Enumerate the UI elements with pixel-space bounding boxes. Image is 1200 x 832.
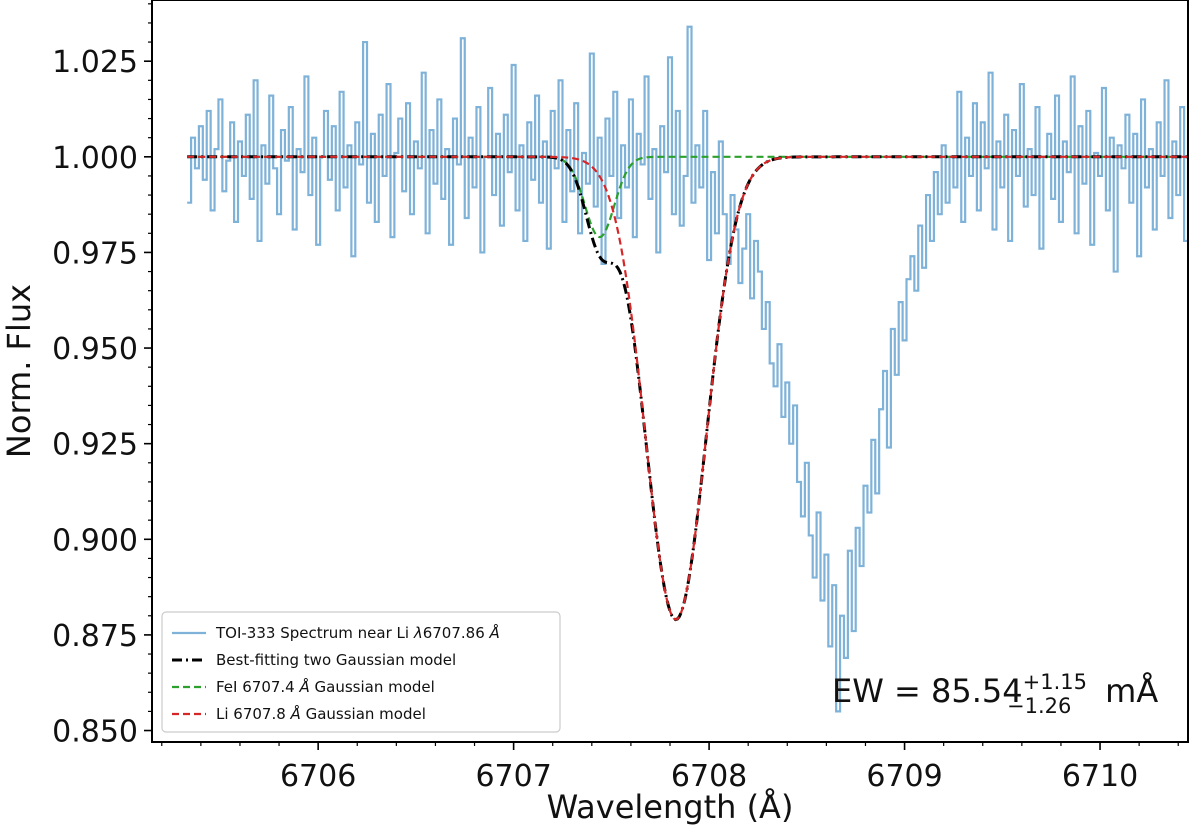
y-tick-label: 0.925 [52,428,138,463]
legend-spectrum-label: TOI-333 Spectrum near Li λ6707.86 Å [215,623,500,642]
y-tick-label: 0.950 [52,332,138,367]
ew-lower-error: −1.26 [1007,694,1071,718]
legend-box [161,611,561,733]
x-tick-label: 6706 [280,759,356,794]
y-tick-label: 0.900 [52,523,138,558]
y-axis-label: Norm. Flux [0,284,38,458]
y-tick-label: 0.875 [52,619,138,654]
y-tick-label: 1.025 [52,45,138,80]
legend-fei-label: FeI 6707.4 Å Gaussian model [216,677,435,696]
legend: TOI-333 Spectrum near Li λ6707.86 Å Best-… [161,611,561,733]
x-tick-label: 6710 [1062,759,1138,794]
legend-two-gaussian-label: Best-fitting two Gaussian model [216,651,456,669]
x-tick-label: 6707 [475,759,551,794]
spectrum-line [187,25,1188,713]
legend-li-label: Li 6707.8 Å Gaussian model [216,704,426,723]
y-axis: 0.850 0.875 0.900 0.925 0.950 0.975 1.000 1.025 [52,3,152,750]
li-gaussian-line [187,155,1188,621]
y-tick-label: 0.850 [52,715,138,750]
y-tick-label: 0.975 [52,236,138,271]
x-axis-label: Wavelength (Å) [547,788,794,826]
series-layer [187,25,1188,713]
ew-value: EW = 85.54+1.15 mÅ [832,670,1158,710]
ew-annotation: EW = 85.54+1.15 mÅ−1.26 [832,670,1158,718]
x-tick-label: 6708 [671,759,747,794]
x-tick-label: 6709 [866,759,942,794]
x-axis: 6706 6707 6708 6709 6710 [161,742,1179,794]
y-tick-label: 1.000 [52,141,138,176]
